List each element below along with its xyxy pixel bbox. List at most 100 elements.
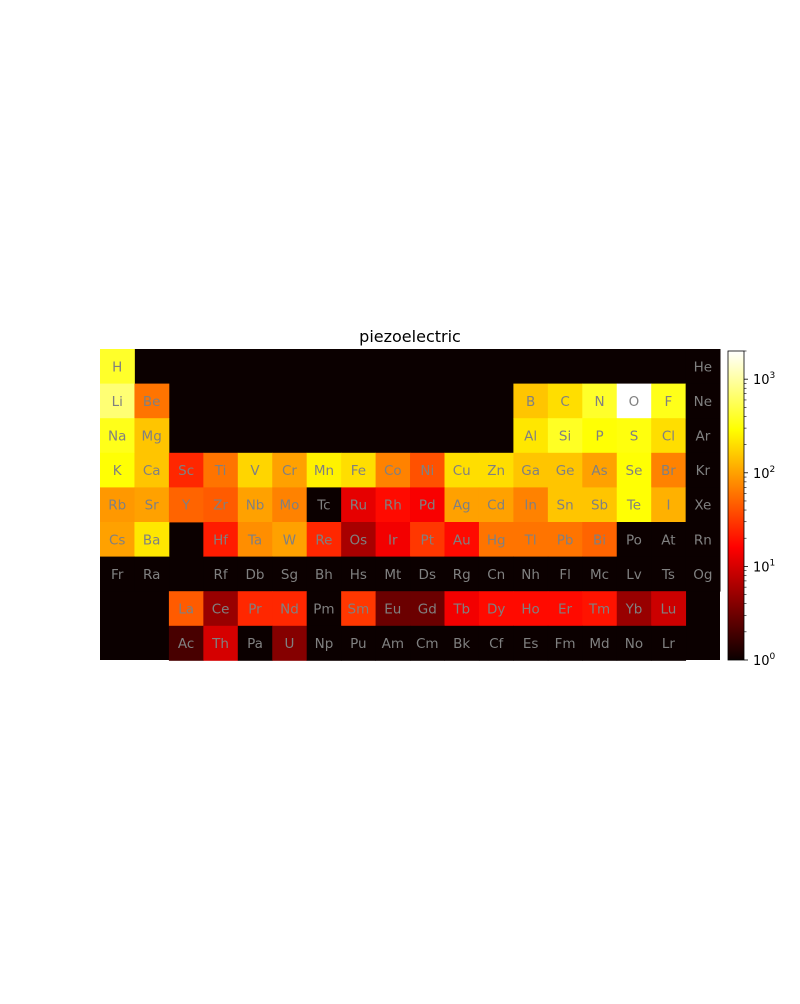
element-cell-mn: Mn — [306, 452, 342, 488]
cell-mc — [582, 556, 618, 592]
element-cell-ta: Ta — [237, 522, 273, 557]
element-cell-po: Po — [616, 522, 652, 557]
cell-label-pt: Pt — [421, 532, 434, 548]
cell-pt — [410, 522, 445, 557]
cell-label-b: B — [526, 394, 535, 410]
cell-mo — [272, 487, 308, 523]
cell-kr — [685, 452, 721, 488]
element-cell-n: N — [582, 383, 618, 419]
element-cell-k: K — [100, 452, 135, 488]
cell-th — [203, 625, 239, 661]
cell-label-th: Th — [211, 636, 229, 652]
cell-cu — [444, 452, 480, 488]
cell-label-y: Y — [181, 498, 191, 514]
cell-rg — [444, 556, 480, 592]
element-cell-ir: Ir — [375, 522, 411, 557]
cell-pd — [410, 487, 445, 523]
cell-ba — [134, 522, 170, 557]
element-cell-se: Se — [616, 452, 652, 488]
element-cell-np: Np — [306, 625, 342, 661]
cell-label-as: As — [591, 463, 607, 479]
cell-sc — [168, 452, 204, 488]
cell-lr — [651, 625, 687, 661]
cell-sm — [341, 591, 376, 627]
cell-hs — [341, 556, 376, 592]
cell-ds — [410, 556, 445, 592]
cell-label-ir: Ir — [388, 532, 398, 548]
colorbar-tick-label: 103 — [753, 371, 775, 388]
cell-label-pm: Pm — [313, 602, 334, 618]
element-cell-bk: Bk — [444, 625, 480, 661]
element-cell-dy: Dy — [478, 591, 514, 627]
cell-fe — [341, 452, 376, 488]
cell-n — [582, 383, 618, 419]
cell-te — [616, 487, 652, 523]
element-cell-rg: Rg — [444, 556, 480, 592]
element-cell-sg: Sg — [272, 556, 308, 592]
cell-label-bi: Bi — [593, 532, 606, 548]
element-cell-cn: Cn — [478, 556, 514, 592]
cell-label-eu: Eu — [384, 602, 401, 618]
element-cell-nd: Nd — [272, 591, 308, 627]
cell-nh — [513, 556, 549, 592]
element-cell-th: Th — [203, 625, 239, 661]
cell-label-gd: Gd — [418, 602, 437, 618]
cell-label-n: N — [594, 394, 604, 410]
cell-label-xe: Xe — [694, 498, 711, 514]
cell-label-am: Am — [382, 636, 404, 652]
cell-label-sc: Sc — [178, 463, 194, 479]
cell-as — [582, 452, 618, 488]
cell-os — [341, 522, 376, 557]
cell-k — [100, 452, 135, 488]
cell-label-db: Db — [246, 567, 265, 583]
element-cell-la: La — [168, 591, 204, 627]
element-cell-he: He — [685, 349, 721, 384]
cell-label-bh: Bh — [315, 567, 333, 583]
cell-rf — [203, 556, 239, 592]
cell-label-fl: Fl — [559, 567, 571, 583]
cell-pr — [237, 591, 273, 627]
cell-ho — [513, 591, 549, 627]
element-cell-pd: Pd — [410, 487, 445, 523]
cell-cf — [478, 625, 514, 661]
cell-label-ta: Ta — [247, 532, 262, 548]
cell-mt — [375, 556, 411, 592]
element-cell-te: Te — [616, 487, 652, 523]
cell-label-sr: Sr — [145, 498, 160, 514]
element-cell-c: C — [547, 383, 583, 419]
cell-label-sn: Sn — [557, 498, 574, 514]
cell-re — [306, 522, 342, 557]
cell-og — [685, 556, 721, 592]
cell-label-p: P — [595, 429, 603, 445]
element-cell-li: Li — [100, 383, 135, 419]
cell-pb — [547, 522, 583, 557]
element-cell-kr: Kr — [685, 452, 721, 488]
cell-mn — [306, 452, 342, 488]
cell-no — [616, 625, 652, 661]
cell-label-fr: Fr — [111, 567, 124, 583]
cell-co — [375, 452, 411, 488]
element-cell-w: W — [272, 522, 308, 557]
cell-label-cd: Cd — [487, 498, 505, 514]
element-cell-s: S — [616, 418, 652, 454]
cell-label-la: La — [178, 602, 194, 618]
cell-bi — [582, 522, 618, 557]
cell-sg — [272, 556, 308, 592]
element-cell-tm: Tm — [582, 591, 618, 627]
cell-cs — [100, 522, 135, 557]
cell-rh — [375, 487, 411, 523]
cell-ac — [168, 625, 204, 661]
cell-label-rg: Rg — [453, 567, 471, 583]
element-cell-f: F — [651, 383, 687, 419]
cell-c — [547, 383, 583, 419]
cell-zr — [203, 487, 239, 523]
element-cell-ho: Ho — [513, 591, 549, 627]
element-cell-ag: Ag — [444, 487, 480, 523]
cell-label-ds: Ds — [419, 567, 436, 583]
cell-label-rf: Rf — [214, 567, 229, 583]
cell-label-co: Co — [384, 463, 402, 479]
cell-ir — [375, 522, 411, 557]
cell-nb — [237, 487, 273, 523]
cell-label-os: Os — [350, 532, 368, 548]
